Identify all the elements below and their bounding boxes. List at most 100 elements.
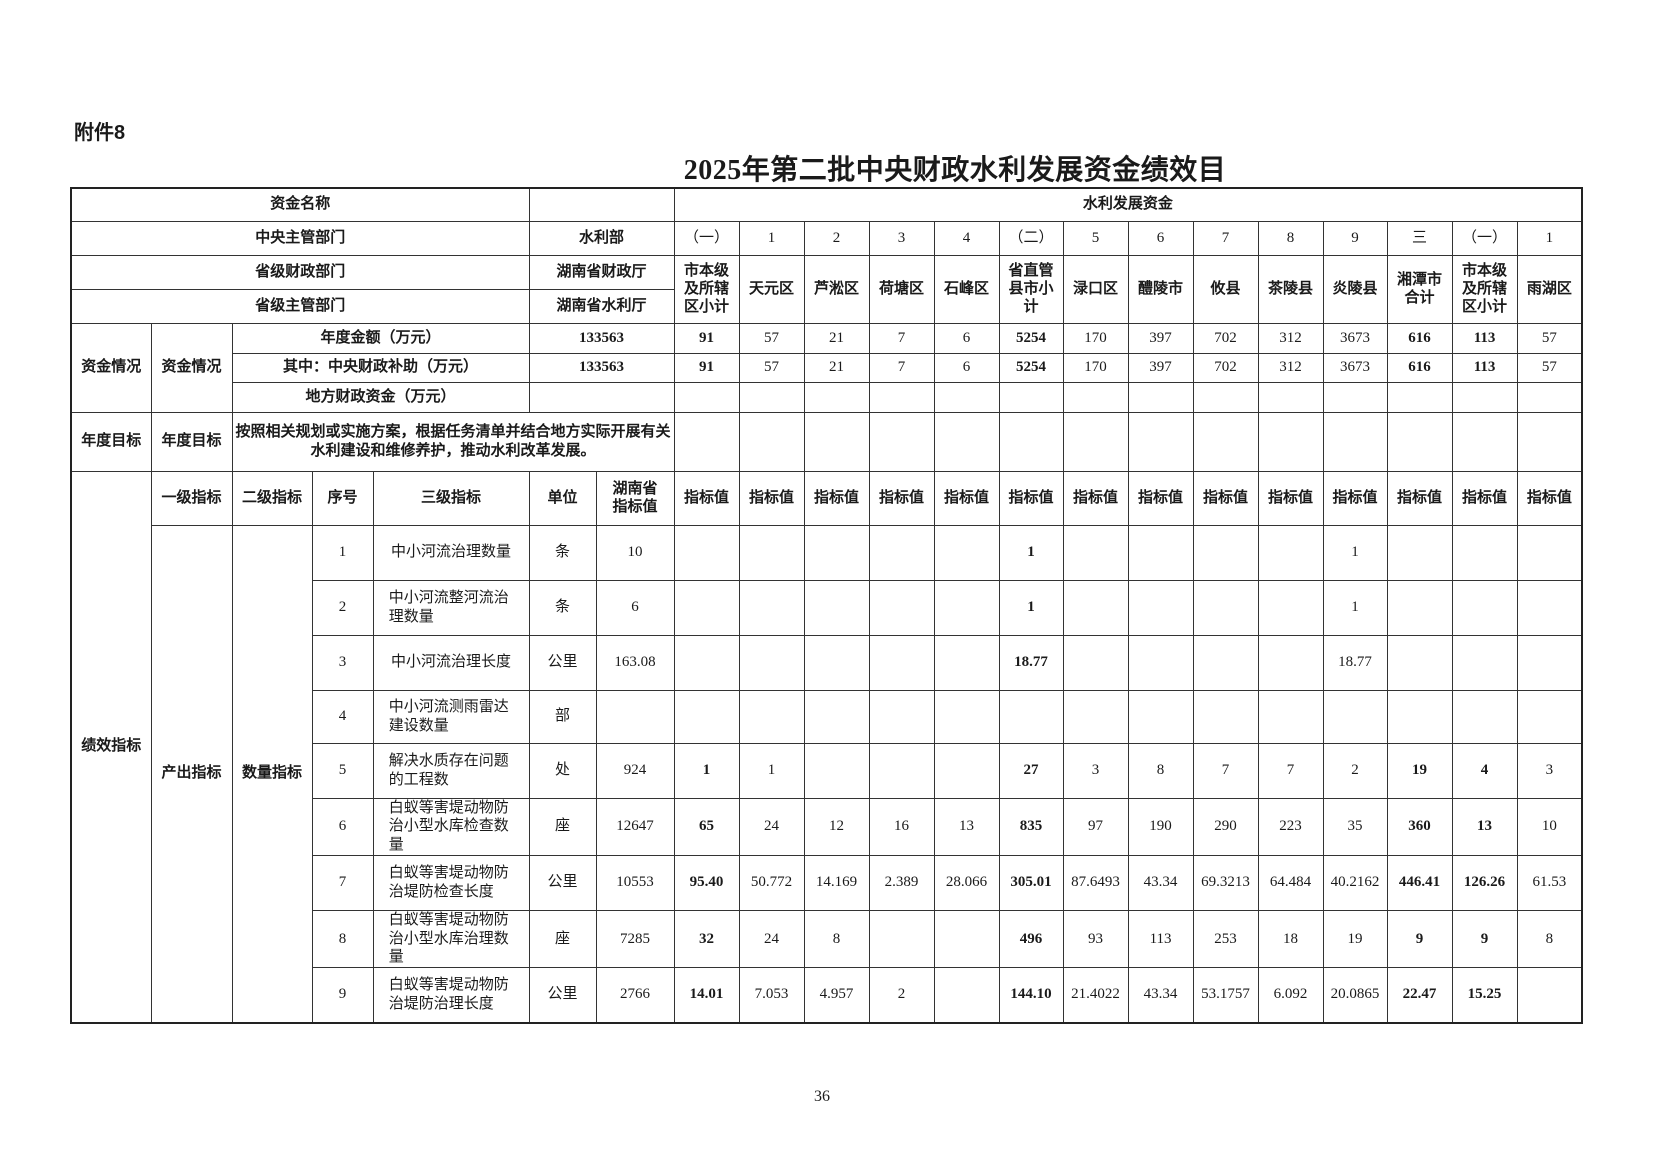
region-name: 荷塘区 bbox=[868, 254, 935, 324]
indicator-value bbox=[1257, 579, 1324, 636]
indicator-province-value bbox=[595, 689, 675, 744]
indicator-unit: 部 bbox=[528, 689, 597, 744]
indicator-value: 43.34 bbox=[1127, 854, 1194, 911]
indicator-value: 13 bbox=[933, 797, 1000, 856]
region-name: 炎陵县 bbox=[1322, 254, 1388, 324]
funding-row: 其中：中央财政补助（万元） 133563 91 57 21 7 6 5254 170 397 702… bbox=[71, 352, 1583, 383]
indicator-value bbox=[1062, 634, 1129, 691]
funding-value: 57 bbox=[738, 322, 805, 354]
indicator-unit: 座 bbox=[528, 797, 597, 856]
header-level1: 一级指标 bbox=[150, 470, 233, 526]
region-name: 石峰区 bbox=[933, 254, 1000, 324]
funding-row: 地方财政资金（万元） bbox=[71, 381, 1583, 413]
indicator-value bbox=[1386, 579, 1453, 636]
indicator-unit: 座 bbox=[528, 909, 597, 969]
indicator-value: 126.26 bbox=[1451, 854, 1518, 911]
header-unit: 单位 bbox=[528, 470, 597, 526]
indicator-name-text: 解决水质存在问题的工程数 bbox=[388, 752, 509, 788]
indicator-value bbox=[738, 579, 805, 636]
column-number: （二） bbox=[998, 220, 1064, 256]
indicator-value: 10 bbox=[1516, 797, 1583, 856]
indicator-value bbox=[868, 689, 935, 744]
indicator-row: 4 中小河流测雨雷达建设数量部 bbox=[71, 689, 1583, 744]
indicator-name: 白蚁等害堤动物防治小型水库治理数量 bbox=[372, 909, 530, 969]
indicator-value bbox=[933, 524, 1000, 581]
indicator-value: 223 bbox=[1257, 797, 1324, 856]
fund-name-row: 资金名称 水利发展资金 bbox=[70, 187, 1583, 222]
indicator-value bbox=[1516, 579, 1583, 636]
region-name: 茶陵县 bbox=[1257, 254, 1324, 324]
region-name: 湘潭市合计 bbox=[1386, 254, 1453, 324]
prov-finance-row: 省级财政部门 湖南省财政厅 市本级及所辖区小计 天元区 芦淞区 荷塘区 石峰区 省直管县市小计… bbox=[70, 254, 1583, 324]
indicator-value: 835 bbox=[998, 797, 1064, 856]
indicator-province-value: 924 bbox=[595, 742, 675, 799]
column-number: 9 bbox=[1322, 220, 1388, 256]
indicator-no: 2 bbox=[311, 579, 374, 636]
indicator-name: 解决水质存在问题的工程数 bbox=[372, 742, 530, 799]
target-value bbox=[1516, 411, 1583, 472]
funding-value: 21 bbox=[803, 352, 870, 383]
indicator-value bbox=[1062, 579, 1129, 636]
indicator-unit: 公里 bbox=[528, 967, 597, 1023]
indicator-unit: 处 bbox=[528, 742, 597, 799]
funding-value: 397 bbox=[1127, 352, 1194, 383]
indicator-value: 16 bbox=[868, 797, 935, 856]
funding-value: 91 bbox=[673, 352, 740, 383]
indicator-row: 5 解决水质存在问题的工程数处 924 1 1 27 3 8 7 7 2 19 4 3 bbox=[71, 742, 1583, 799]
indicator-value bbox=[1516, 634, 1583, 691]
region-name: 市本级及所辖区小计 bbox=[673, 254, 740, 324]
funding-value: 57 bbox=[1516, 322, 1583, 354]
column-number: （一） bbox=[1451, 220, 1518, 256]
indicator-value: 8 bbox=[1516, 909, 1583, 969]
indicator-province-value: 163.08 bbox=[595, 634, 675, 691]
indicator-value bbox=[998, 689, 1064, 744]
indicator-value: 2 bbox=[868, 967, 935, 1023]
indicator-value: 4 bbox=[1451, 742, 1518, 799]
indicator-name: 中小河流治理长度 bbox=[372, 634, 530, 691]
funding-value: 5254 bbox=[998, 322, 1064, 354]
column-number: 5 bbox=[1062, 220, 1129, 256]
indicator-value bbox=[1386, 524, 1453, 581]
funding-value: 702 bbox=[1192, 352, 1259, 383]
indicator-name: 中小河流治理数量 bbox=[372, 524, 530, 581]
indicator-value bbox=[868, 909, 935, 969]
region-name: 攸县 bbox=[1192, 254, 1259, 324]
indicator-value: 65 bbox=[673, 797, 740, 856]
column-number: 2 bbox=[803, 220, 870, 256]
funding-value: 616 bbox=[1386, 322, 1453, 354]
indicator-row: 产出指标 数量指标 1 中小河流治理数量条 10 1 1 bbox=[71, 524, 1583, 1023]
indicator-value: 19 bbox=[1322, 909, 1388, 969]
indicator-value: 496 bbox=[998, 909, 1064, 969]
header-value: 指标值 bbox=[673, 470, 740, 526]
indicator-header-row: 绩效指标 一级指标 二级指标 序号 三级指标 单位 湖南省指标值 指标值 指标值 指标值 指标值 指标… bbox=[70, 470, 1583, 1023]
indicator-value bbox=[1192, 579, 1259, 636]
region-name: 芦淞区 bbox=[803, 254, 870, 324]
region-name-text: 醴陵市 bbox=[1138, 279, 1184, 297]
indicator-value: 18.77 bbox=[1322, 634, 1388, 691]
indicator-value bbox=[1127, 634, 1194, 691]
indicator-value: 190 bbox=[1127, 797, 1194, 856]
document-title: 2025年第二批中央财政水利发展资金绩效目 bbox=[683, 155, 1227, 186]
target-text: 按照相关规划或实施方案，根据任务清单并结合地方实际开展有关水利建设和维修养护，推… bbox=[231, 411, 675, 472]
region-name-text: 湘潭市合计 bbox=[1397, 270, 1443, 306]
indicator-value: 93 bbox=[1062, 909, 1129, 969]
indicator-row: 9 白蚁等害堤动物防治堤防治理长度 公里 2766 14.01 7.053 4.957 2 14… bbox=[71, 967, 1583, 1023]
header-value: 指标值 bbox=[1451, 470, 1518, 526]
header-value: 指标值 bbox=[1062, 470, 1129, 526]
indicator-value bbox=[868, 524, 935, 581]
funding-label: 年度金额（万元） bbox=[231, 322, 530, 354]
indicator-value: 305.01 bbox=[998, 854, 1064, 911]
target-value bbox=[998, 411, 1064, 472]
target-value bbox=[738, 411, 805, 472]
indicator-value bbox=[673, 579, 740, 636]
funding-value: 5254 bbox=[998, 352, 1064, 383]
level2-indicator: 数量指标 bbox=[231, 524, 313, 1023]
funding-value: 113 bbox=[1451, 352, 1518, 383]
funding-value bbox=[1451, 381, 1518, 413]
indicator-province-value: 2766 bbox=[595, 967, 675, 1023]
indicator-no: 5 bbox=[311, 742, 374, 799]
funding-value bbox=[868, 381, 935, 413]
funding-value: 616 bbox=[1386, 352, 1453, 383]
indicator-value bbox=[803, 689, 870, 744]
region-name-text: 石峰区 bbox=[944, 279, 990, 297]
